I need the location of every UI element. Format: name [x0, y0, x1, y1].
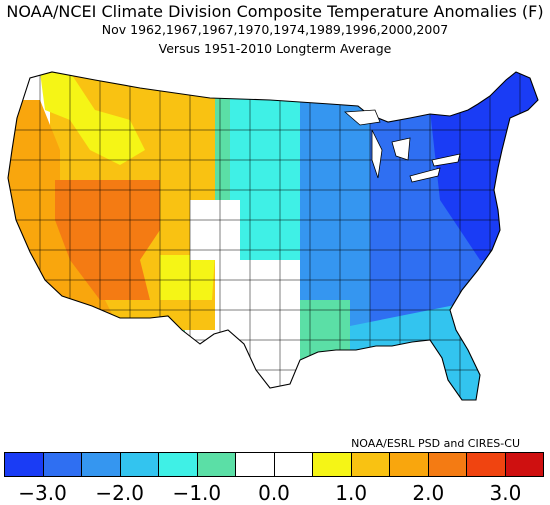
data-credit: NOAA/ESRL PSD and CIRES-CU	[351, 437, 520, 450]
climate-division-grid	[8, 72, 538, 400]
colorbar-swatch	[351, 453, 390, 476]
colorbar-swatch	[313, 453, 352, 476]
region-yellow-nm	[160, 255, 215, 300]
colorbar-tick-label: 1.0	[335, 481, 368, 505]
great-lakes	[344, 109, 461, 183]
colorbar-swatch	[505, 453, 543, 476]
colorbar-swatch	[236, 453, 275, 476]
colorbar-tick-label: −1.0	[172, 481, 222, 505]
region-nevada	[55, 180, 160, 300]
anomaly-fill-layer	[8, 72, 538, 400]
map-title: NOAA/NCEI Climate Division Composite Tem…	[6, 2, 544, 21]
colorbar-swatch	[390, 453, 429, 476]
region-white-dak	[190, 200, 240, 260]
colorbar-swatch	[197, 453, 236, 476]
colorbar-legend	[4, 452, 544, 477]
us-outline	[7, 71, 539, 401]
composite-years-subtitle: Nov 1962,1967,1967,1970,1974,1989,1996,2…	[101, 22, 449, 37]
colorbar-swatch	[82, 453, 121, 476]
colorbar-tick-label: 3.0	[489, 481, 522, 505]
colorbar-swatch	[428, 453, 467, 476]
colorbar-swatch	[120, 453, 159, 476]
colorbar-tick-label: 2.0	[412, 481, 445, 505]
colorbar-tick-label: 0.0	[258, 481, 290, 505]
baseline-subtitle: Versus 1951-2010 Longterm Average	[158, 41, 392, 56]
us-anomaly-map	[7, 71, 539, 401]
colorbar-swatch	[159, 453, 198, 476]
colorbar-swatch	[274, 453, 313, 476]
region-nw-yellow	[40, 72, 145, 165]
colorbar-swatch	[43, 453, 82, 476]
colorbar-swatch	[5, 453, 44, 476]
colorbar-tick-label: −2.0	[95, 481, 144, 505]
colorbar-swatch	[467, 453, 506, 476]
colorbar-tick-label: −3.0	[18, 481, 67, 505]
